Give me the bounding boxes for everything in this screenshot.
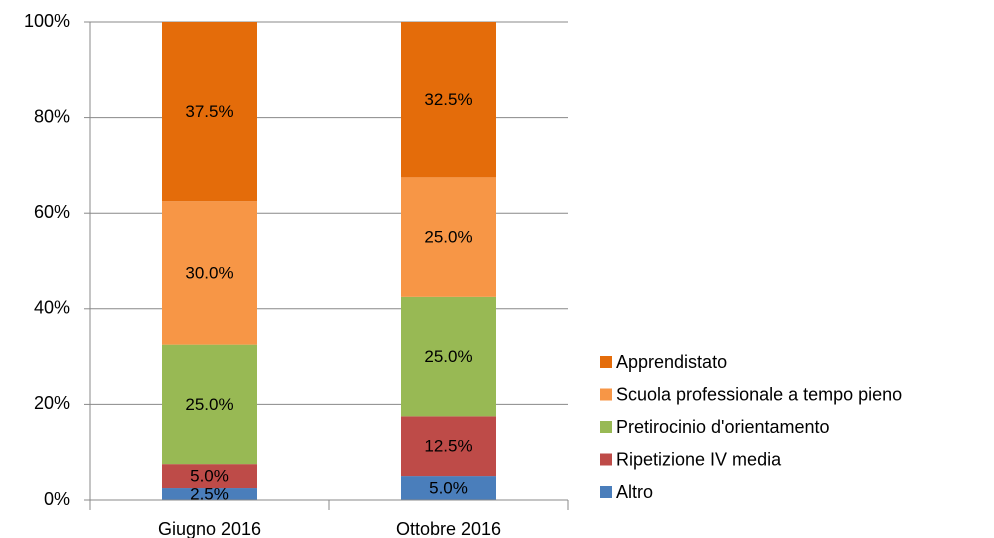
- data-label: 25.0%: [424, 228, 472, 247]
- bar-segment: [401, 296, 496, 417]
- data-label: 5.0%: [190, 467, 229, 486]
- data-label: 25.0%: [424, 347, 472, 366]
- data-label: 32.5%: [424, 90, 472, 109]
- y-tick-label: 0%: [44, 489, 70, 509]
- data-label: 25.0%: [185, 395, 233, 414]
- legend-swatch: [600, 421, 612, 433]
- data-label: 5.0%: [429, 479, 468, 498]
- bar-segment: [401, 416, 496, 477]
- data-label: 2.5%: [190, 485, 229, 504]
- x-tick-label: Ottobre 2016: [396, 519, 501, 538]
- data-label: 30.0%: [185, 263, 233, 282]
- bar-segment: [162, 344, 257, 465]
- legend-label: Ripetizione IV media: [616, 449, 782, 469]
- y-tick-label: 100%: [24, 11, 70, 31]
- legend-swatch: [600, 388, 612, 401]
- y-tick-label: 20%: [34, 393, 70, 413]
- y-tick-label: 80%: [34, 106, 70, 126]
- legend-swatch: [600, 453, 612, 466]
- bar-segment: [401, 177, 496, 297]
- bar-segment: [162, 488, 257, 500]
- y-tick-label: 60%: [34, 202, 70, 222]
- data-label: 37.5%: [185, 102, 233, 121]
- x-tick-label: Giugno 2016: [158, 519, 261, 538]
- legend-label: Altro: [616, 482, 653, 502]
- bar-segment: [162, 201, 257, 345]
- bar-segment: [162, 464, 257, 489]
- legend-label: Scuola professionale a tempo pieno: [616, 384, 902, 404]
- bar-segment: [401, 22, 496, 178]
- legend-swatch: [600, 356, 612, 368]
- legend-swatch: [600, 486, 612, 498]
- legend-label: Apprendistato: [616, 352, 727, 372]
- y-tick-label: 40%: [34, 298, 70, 318]
- legend-label: Pretirocinio d'orientamento: [616, 417, 830, 437]
- data-label: 12.5%: [424, 437, 472, 456]
- bar-segment: [162, 22, 257, 202]
- bar-segment: [401, 476, 496, 500]
